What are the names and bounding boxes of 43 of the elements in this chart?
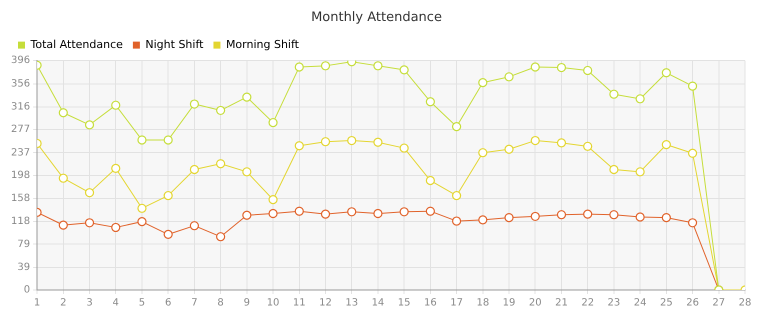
x-tick-label: 20	[528, 298, 542, 309]
x-tick-label: 18	[476, 298, 490, 309]
x-tick-label: 7	[191, 298, 198, 309]
x-tick-label: 13	[345, 298, 358, 309]
y-tick-label: 396	[10, 55, 30, 66]
y-tick-label: 79	[17, 238, 30, 250]
x-tick-label: 16	[424, 298, 437, 309]
x-tick-label: 19	[502, 298, 516, 309]
y-tick-label: 0	[24, 284, 30, 296]
x-tick-label: 8	[217, 298, 224, 309]
y-tick-label: 39	[17, 262, 30, 273]
x-tick-label: 3	[86, 298, 93, 309]
y-tick-label: 277	[10, 124, 30, 136]
x-tick-label: 17	[450, 298, 463, 309]
chart-title: Monthly Attendance	[311, 10, 442, 26]
x-tick-label: 4	[112, 298, 119, 309]
legend-label: Total Attendance	[30, 38, 124, 51]
x-tick-label: 1	[34, 298, 40, 309]
x-tick-label: 23	[608, 298, 620, 309]
x-tick-label: 25	[660, 298, 673, 309]
legend-label: Night Shift	[145, 38, 204, 51]
y-tick-label: 237	[10, 147, 30, 158]
x-tick-label: 5	[138, 298, 146, 309]
x-tick-label: 11	[292, 298, 306, 309]
y-tick-label: 198	[10, 170, 30, 181]
x-tick-label: 26	[686, 298, 699, 309]
x-tick-label: 14	[372, 298, 384, 309]
x-tick-label: 10	[266, 298, 280, 309]
x-tick-label: 2	[60, 298, 66, 309]
x-tick-label: 28	[738, 298, 752, 309]
x-tick-label: 15	[398, 298, 411, 309]
y-tick-label: 356	[10, 78, 30, 90]
x-tick-label: 27	[712, 298, 726, 309]
x-tick-label: 9	[244, 298, 250, 309]
legend-label: Morning Shift	[226, 38, 300, 51]
y-tick-label: 118	[10, 216, 30, 228]
x-tick-label: 22	[581, 298, 594, 309]
x-tick-label: 6	[164, 298, 172, 309]
x-tick-label: 24	[634, 298, 646, 309]
y-tick-label: 316	[10, 102, 30, 113]
x-tick-label: 21	[555, 298, 568, 309]
x-tick-label: 12	[319, 298, 332, 309]
y-tick-label: 158	[10, 193, 30, 204]
